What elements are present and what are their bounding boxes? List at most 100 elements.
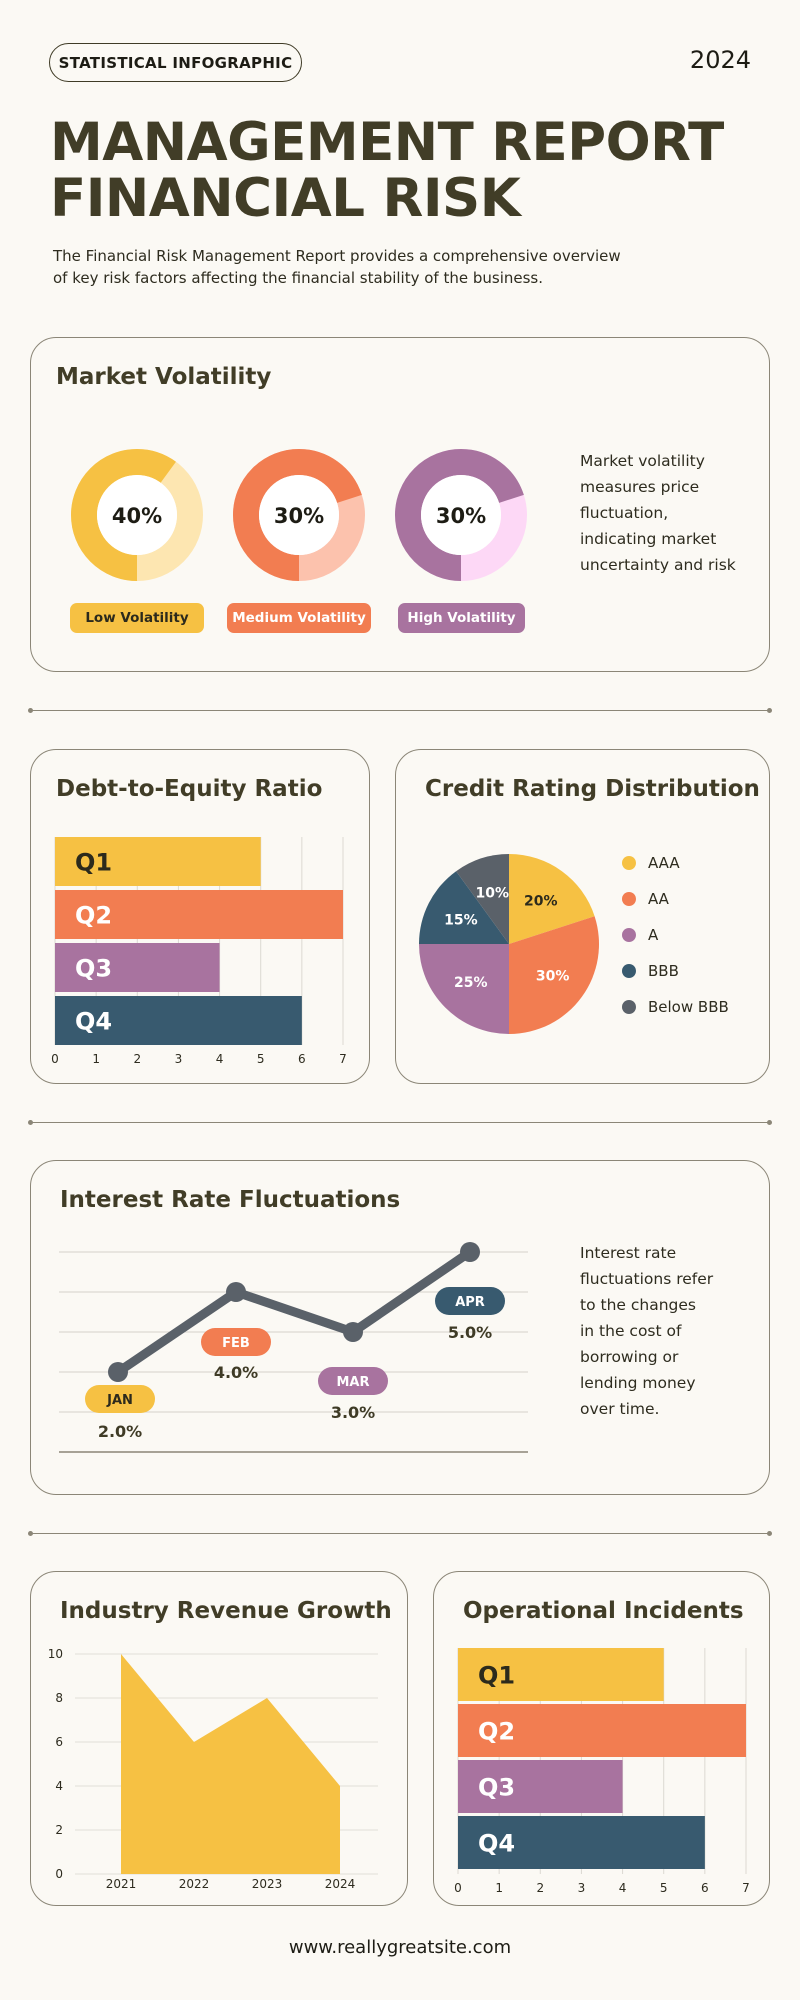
operational-incidents-title: Operational Incidents bbox=[463, 1598, 744, 1624]
debt-equity-title: Debt-to-Equity Ratio bbox=[56, 776, 323, 802]
rate-value-label: 5.0% bbox=[448, 1323, 492, 1342]
low-volatility-tag: Low Volatility bbox=[70, 603, 204, 633]
x-tick-label: 3 bbox=[175, 1052, 183, 1066]
pie-slice-label: 10% bbox=[476, 886, 510, 902]
bar-category-label: Q2 bbox=[75, 902, 112, 930]
pie-slice-label: 30% bbox=[536, 969, 570, 985]
month-tag bbox=[201, 1328, 271, 1356]
operational-incidents-chart: 0 1 2 3 4 5 6 7 Q1 Q2 Q3 Q4 bbox=[454, 1648, 750, 1895]
legend-label: A bbox=[648, 926, 659, 944]
series-line bbox=[113, 1247, 475, 1377]
section-divider bbox=[28, 1531, 772, 1536]
interest-rate-line-chart: JAN 2.0% FEB 4.0% MAR 3.0% APR 5.0% bbox=[59, 1242, 528, 1453]
high-volatility-tag: High Volatility bbox=[398, 603, 525, 633]
x-tick-label: 7 bbox=[742, 1881, 750, 1895]
page-title-line1: MANAGEMENT REPORT bbox=[50, 112, 724, 173]
legend-marker bbox=[622, 892, 636, 906]
legend-label: Below BBB bbox=[648, 998, 729, 1016]
market-volatility-title: Market Volatility bbox=[56, 364, 272, 390]
bar-category-label: Q3 bbox=[75, 955, 112, 983]
bar bbox=[458, 1704, 746, 1757]
revenue-growth-area-chart: 0 2 4 6 8 10 2021 2022 2023 2024 bbox=[48, 1647, 378, 1891]
pie-slice bbox=[456, 854, 509, 944]
revenue-growth-title: Industry Revenue Growth bbox=[60, 1598, 392, 1624]
x-tick-label: 6 bbox=[701, 1881, 709, 1895]
rate-value-label: 3.0% bbox=[331, 1403, 375, 1422]
y-tick-label: 10 bbox=[48, 1647, 63, 1661]
donut-value-arc bbox=[233, 449, 365, 581]
bar bbox=[55, 996, 302, 1045]
bar-category-label: Q4 bbox=[478, 1830, 515, 1858]
bar bbox=[458, 1760, 623, 1813]
pie-slice bbox=[509, 854, 595, 944]
interest-rate-description: Interest rate fluctuations refer to the … bbox=[580, 1244, 714, 1418]
bar-category-label: Q1 bbox=[478, 1662, 515, 1690]
donut-center bbox=[97, 475, 177, 555]
y-tick-label: 8 bbox=[55, 1691, 63, 1705]
section-divider bbox=[28, 708, 772, 713]
x-tick-label: 5 bbox=[257, 1052, 265, 1066]
bar-category-label: Q1 bbox=[75, 849, 112, 877]
interest-rate-card bbox=[30, 1160, 770, 1495]
section-divider bbox=[28, 1120, 772, 1125]
month-label: JAN bbox=[106, 1393, 133, 1408]
x-tick-label: 1 bbox=[495, 1881, 503, 1895]
bar-category-label: Q4 bbox=[75, 1008, 112, 1036]
x-tick-label: 6 bbox=[298, 1052, 306, 1066]
bar-category-label: Q3 bbox=[478, 1774, 515, 1802]
bar bbox=[55, 890, 343, 939]
x-tick-label: 7 bbox=[339, 1052, 347, 1066]
bar bbox=[55, 837, 261, 886]
infographic-badge: STATISTICAL INFOGRAPHIC bbox=[49, 43, 302, 82]
pie-slice bbox=[419, 871, 509, 944]
credit-rating-title: Credit Rating Distribution bbox=[425, 776, 760, 802]
bar bbox=[458, 1816, 705, 1869]
rate-value-label: 2.0% bbox=[98, 1422, 142, 1441]
x-tick-label: 3 bbox=[578, 1881, 586, 1895]
x-tick-label: 2022 bbox=[179, 1877, 210, 1891]
x-tick-label: 2 bbox=[536, 1881, 544, 1895]
pie-slice-label: 15% bbox=[444, 912, 478, 928]
pie-slice bbox=[419, 944, 509, 1034]
y-tick-label: 6 bbox=[55, 1735, 63, 1749]
data-point bbox=[343, 1322, 363, 1342]
pie-slice-label: 20% bbox=[524, 893, 558, 909]
footer-url[interactable]: www.reallygreatsite.com bbox=[288, 1937, 512, 1958]
donut-value-arc bbox=[71, 449, 203, 581]
legend-marker bbox=[622, 1000, 636, 1014]
month-label: FEB bbox=[222, 1336, 250, 1351]
bar-category-label: Q2 bbox=[478, 1718, 515, 1746]
donut-percent-label: 30% bbox=[436, 504, 486, 528]
donut-center bbox=[421, 475, 501, 555]
legend-marker bbox=[622, 856, 636, 870]
intro-text: The Financial Risk Management Report pro… bbox=[53, 247, 621, 287]
x-tick-label: 2024 bbox=[325, 1877, 356, 1891]
x-tick-label: 2021 bbox=[106, 1877, 137, 1891]
interest-rate-title: Interest Rate Fluctuations bbox=[60, 1187, 401, 1213]
data-point bbox=[460, 1242, 480, 1262]
x-tick-label: 0 bbox=[454, 1881, 462, 1895]
month-label: MAR bbox=[336, 1375, 369, 1390]
page-title-line2: FINANCIAL RISK bbox=[50, 168, 521, 229]
legend-marker bbox=[622, 964, 636, 978]
x-tick-label: 4 bbox=[619, 1881, 627, 1895]
y-tick-label: 0 bbox=[55, 1867, 63, 1881]
medium-volatility-tag: Medium Volatility bbox=[227, 603, 371, 633]
data-point bbox=[226, 1282, 246, 1302]
bar bbox=[458, 1648, 664, 1701]
volatility-donut-charts: 40% 30% 30% bbox=[71, 449, 527, 581]
legend-label: AAA bbox=[648, 854, 680, 872]
month-tag bbox=[318, 1367, 388, 1395]
legend-label: AA bbox=[648, 890, 670, 908]
donut-center bbox=[259, 475, 339, 555]
debt-equity-chart: 0 1 2 3 4 5 6 7 Q1 Q2 Q3 Q4 bbox=[51, 837, 347, 1066]
x-tick-label: 0 bbox=[51, 1052, 59, 1066]
x-tick-label: 2 bbox=[133, 1052, 141, 1066]
donut-percent-label: 30% bbox=[274, 504, 324, 528]
x-tick-label: 2023 bbox=[252, 1877, 283, 1891]
month-tag bbox=[435, 1287, 505, 1315]
donut-percent-label: 40% bbox=[112, 504, 162, 528]
donut-value-arc bbox=[395, 449, 527, 581]
y-tick-label: 4 bbox=[55, 1779, 63, 1793]
